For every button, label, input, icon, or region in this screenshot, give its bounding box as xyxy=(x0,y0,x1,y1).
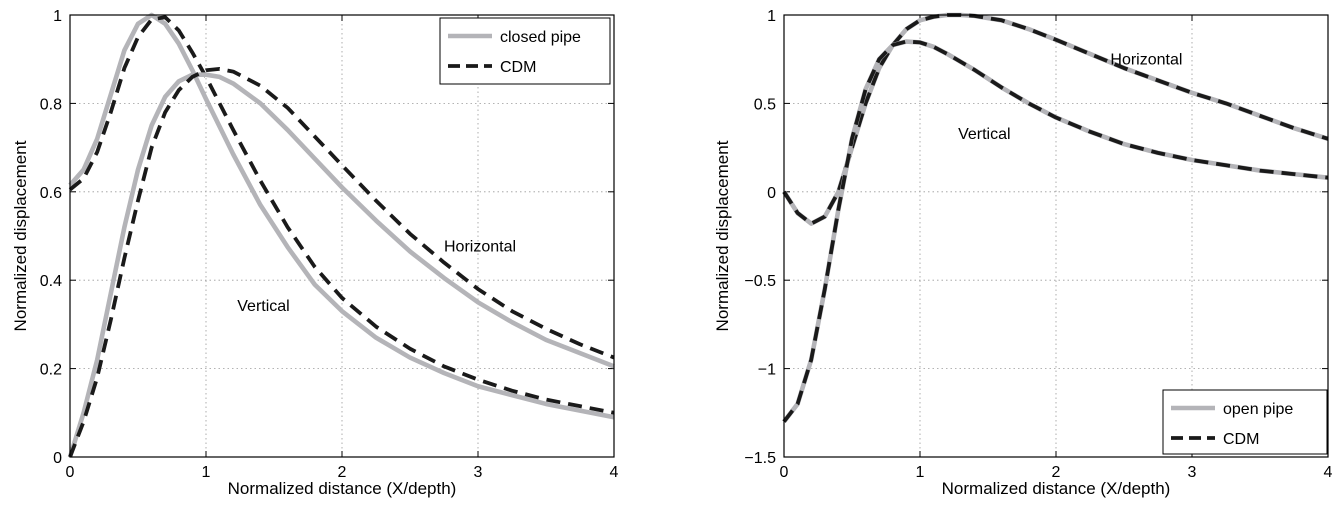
legend-label: closed pipe xyxy=(500,29,581,46)
x-tick-label: 0 xyxy=(780,464,789,481)
y-axis-label: Normalized displacement xyxy=(11,140,30,331)
x-tick-label: 1 xyxy=(202,464,211,481)
series-vertical-pipe-line xyxy=(67,72,615,458)
legend: closed pipe CDM xyxy=(439,17,611,85)
chart-right: 0 1 2 3 4 −1.5 −1 −0.5 0 0.5 1 Horizontal Vertical No… xyxy=(713,8,1333,498)
x-axis-label: Normalized distance (X/depth) xyxy=(942,479,1171,498)
series-horizontal-cdm-line xyxy=(68,15,615,415)
x-tick-label: 3 xyxy=(1188,464,1197,481)
annotation-vertical: Vertical xyxy=(958,126,1010,143)
axes-frame xyxy=(783,14,1329,458)
y-tick-label: 0.5 xyxy=(754,96,776,113)
axes-frame xyxy=(69,14,615,458)
series-vertical-cdm-line xyxy=(782,39,1329,423)
annotation-horizontal: Horizontal xyxy=(1110,52,1182,69)
y-tick-label: −0.5 xyxy=(744,273,776,290)
x-tick-label: 2 xyxy=(338,464,347,481)
y-tick-label: 1 xyxy=(767,8,776,25)
y-tick-label: 0 xyxy=(53,450,62,467)
y-tick-label: 0.4 xyxy=(40,273,62,290)
x-tick-label: 1 xyxy=(916,464,925,481)
x-tick-label: 4 xyxy=(1324,464,1333,481)
legend-label: CDM xyxy=(500,59,536,76)
x-tick-label: 3 xyxy=(474,464,483,481)
y-tick-label: −1.5 xyxy=(744,450,776,467)
x-tick-label: 2 xyxy=(1052,464,1061,481)
y-axis-label: Normalized displacement xyxy=(713,140,732,331)
chart-left: 0 1 2 3 4 0 0.2 0.4 0.6 0.8 1 Horizontal Vertical Nor… xyxy=(11,8,619,498)
y-tick-label: 0.2 xyxy=(40,362,62,379)
x-tick-label: 4 xyxy=(610,464,619,481)
x-axis-label: Normalized distance (X/depth) xyxy=(228,479,457,498)
legend: open pipe CDM xyxy=(1162,389,1328,455)
y-tick-label: 0 xyxy=(767,185,776,202)
legend-label: open pipe xyxy=(1223,401,1293,418)
annotation-horizontal: Horizontal xyxy=(444,238,516,255)
legend-box xyxy=(1162,389,1328,455)
x-tick-label: 0 xyxy=(66,464,75,481)
y-tick-label: 1 xyxy=(53,8,62,25)
y-tick-label: 0.8 xyxy=(40,96,62,113)
legend-box xyxy=(439,17,611,85)
legend-label: CDM xyxy=(1223,431,1259,448)
annotation-vertical: Vertical xyxy=(237,298,289,315)
y-tick-label: 0.6 xyxy=(40,185,62,202)
y-tick-label: −1 xyxy=(758,362,776,379)
series-horizontal-pipe-line xyxy=(68,12,615,420)
series-vertical-cdm-line xyxy=(68,67,615,458)
